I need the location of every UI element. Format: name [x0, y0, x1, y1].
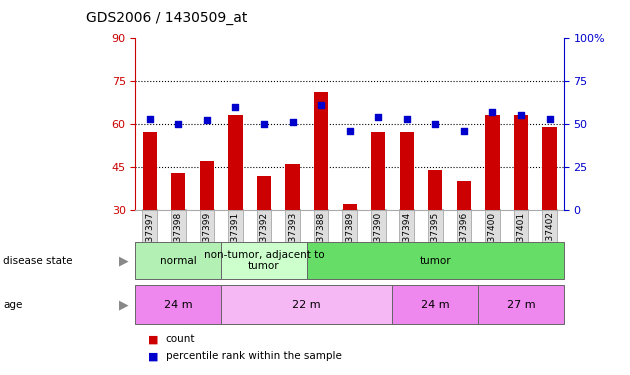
Point — [459, 128, 469, 134]
Text: 22 m: 22 m — [292, 300, 321, 310]
Text: age: age — [3, 300, 23, 310]
Bar — [485, 115, 500, 210]
Bar — [257, 176, 271, 210]
Point — [173, 121, 183, 127]
Bar — [221, 285, 392, 324]
Point — [316, 102, 326, 108]
Text: ▶: ▶ — [119, 298, 129, 311]
Point — [345, 128, 355, 134]
Text: 24 m: 24 m — [421, 300, 450, 310]
Text: tumor: tumor — [420, 256, 451, 266]
Bar — [542, 127, 557, 210]
Bar — [457, 181, 471, 210]
Text: disease state: disease state — [3, 256, 72, 266]
Bar — [392, 285, 478, 324]
Text: ▶: ▶ — [119, 254, 129, 267]
Bar — [285, 164, 300, 210]
Point — [544, 116, 554, 122]
Point — [231, 104, 241, 110]
Text: non-tumor, adjacent to
tumor: non-tumor, adjacent to tumor — [203, 250, 324, 272]
Point — [488, 109, 498, 115]
Point — [516, 112, 526, 118]
Text: count: count — [166, 334, 195, 344]
Bar — [307, 242, 564, 279]
Bar — [135, 285, 221, 324]
Bar — [221, 242, 307, 279]
Text: percentile rank within the sample: percentile rank within the sample — [166, 351, 341, 361]
Text: normal: normal — [160, 256, 197, 266]
Bar — [171, 172, 185, 210]
Point — [202, 117, 212, 123]
Bar — [399, 132, 414, 210]
Bar — [142, 132, 157, 210]
Bar — [478, 285, 564, 324]
Bar — [343, 204, 357, 210]
Text: ■: ■ — [148, 351, 159, 361]
Bar — [371, 132, 386, 210]
Text: ■: ■ — [148, 334, 159, 344]
Point — [402, 116, 412, 122]
Text: 24 m: 24 m — [164, 300, 193, 310]
Text: 27 m: 27 m — [507, 300, 536, 310]
Bar — [228, 115, 243, 210]
Point — [430, 121, 440, 127]
Text: GDS2006 / 1430509_at: GDS2006 / 1430509_at — [86, 11, 248, 25]
Bar — [428, 170, 442, 210]
Bar — [314, 92, 328, 210]
Point — [373, 114, 383, 120]
Point — [259, 121, 269, 127]
Point — [145, 116, 155, 122]
Point — [287, 119, 297, 125]
Bar — [135, 242, 221, 279]
Bar — [200, 161, 214, 210]
Bar — [514, 115, 528, 210]
